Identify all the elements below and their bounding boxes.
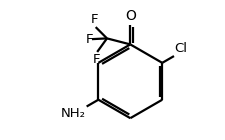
Text: F: F [92, 53, 100, 66]
Text: Cl: Cl [174, 42, 187, 55]
Text: F: F [90, 13, 98, 26]
Text: O: O [124, 9, 135, 23]
Text: F: F [85, 33, 92, 46]
Text: NH₂: NH₂ [61, 107, 86, 120]
